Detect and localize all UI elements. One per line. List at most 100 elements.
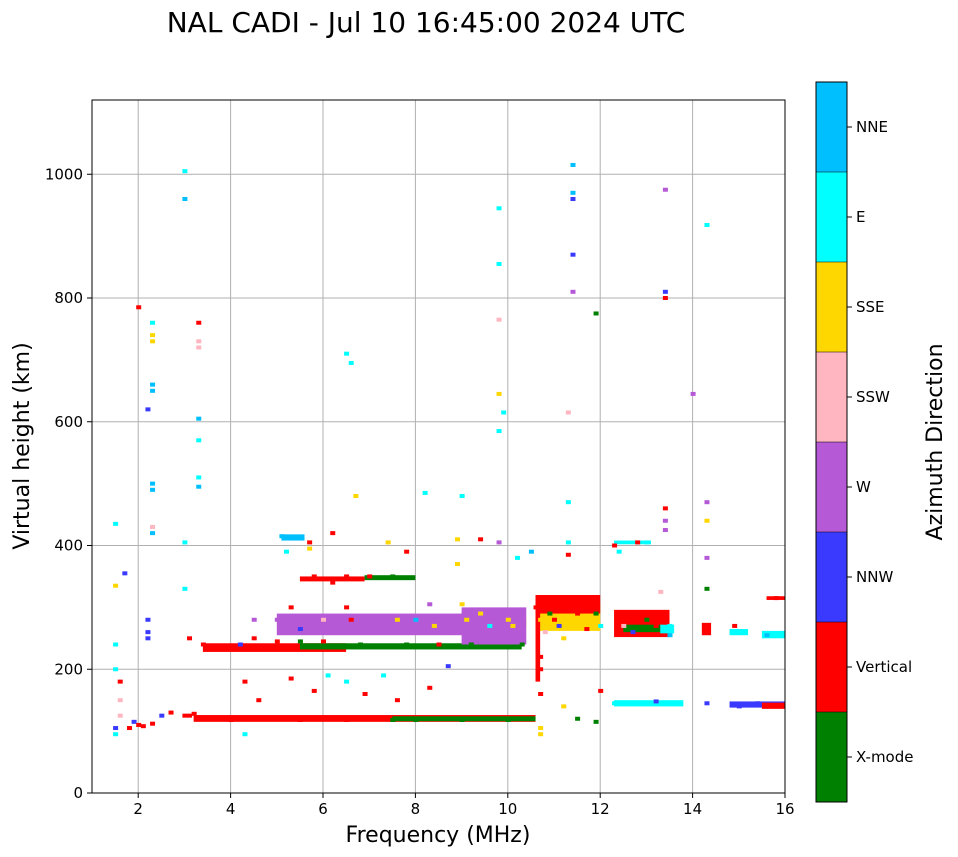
- echo-point: [348, 617, 354, 622]
- echo-point: [381, 673, 387, 678]
- echo-point: [510, 623, 516, 628]
- y-tick-label: 600: [54, 413, 83, 431]
- echo-point: [427, 685, 433, 690]
- echo-point: [330, 580, 336, 585]
- echo-point: [755, 701, 761, 706]
- echo-point: [454, 537, 460, 542]
- echo-point: [321, 639, 326, 644]
- echo-point: [478, 611, 484, 616]
- echo-point: [565, 540, 571, 545]
- echo-point: [621, 614, 627, 619]
- chart-title: NAL CADI - Jul 10 16:45:00 2024 UTC: [167, 6, 686, 39]
- echo-point: [593, 719, 599, 724]
- echo-point: [274, 639, 280, 644]
- echo-point: [288, 676, 294, 681]
- echo-point: [353, 494, 359, 498]
- echo-point: [436, 642, 442, 647]
- echo-point: [150, 320, 156, 325]
- echo-point: [196, 484, 202, 489]
- y-tick-label: 200: [54, 660, 83, 678]
- echo-point: [237, 642, 243, 647]
- echo-point: [196, 345, 202, 350]
- echo-point: [321, 617, 326, 622]
- echo-point: [242, 732, 248, 737]
- echo-point: [690, 391, 696, 396]
- echo-point: [182, 169, 188, 174]
- echo-point: [454, 562, 460, 567]
- echo-point: [196, 320, 202, 325]
- echo-band: [660, 624, 675, 634]
- echo-point: [736, 704, 742, 709]
- echo-point: [662, 506, 668, 511]
- echo-point: [644, 617, 650, 622]
- echo-point: [150, 481, 156, 486]
- colorbar-tick-label: SSW: [856, 388, 890, 406]
- echo-band: [193, 715, 536, 722]
- x-tick-label: 2: [133, 800, 143, 818]
- echo-point: [653, 699, 659, 704]
- echo-point: [136, 722, 142, 727]
- echo-point: [117, 679, 123, 684]
- echo-point: [196, 339, 202, 344]
- colorbar-swatch: [816, 352, 847, 442]
- echo-point: [362, 692, 368, 696]
- echo-point: [145, 407, 151, 412]
- x-tick-label: 10: [498, 800, 517, 818]
- echo-point: [150, 339, 156, 344]
- colorbar-swatch: [816, 82, 847, 172]
- echo-point: [307, 540, 313, 545]
- echo-point: [140, 724, 146, 729]
- echo-point: [464, 617, 470, 622]
- echo-point: [704, 627, 710, 632]
- echo-point: [528, 549, 534, 554]
- echo-band: [299, 643, 522, 650]
- colorbar-swatch: [816, 262, 847, 352]
- colorbar-swatch: [816, 442, 847, 532]
- echo-point: [404, 642, 410, 647]
- echo-point: [501, 410, 507, 415]
- echo-point: [584, 627, 590, 632]
- echo-point: [297, 639, 303, 644]
- echo-point: [496, 206, 502, 211]
- echo-point: [394, 698, 400, 703]
- echo-point: [547, 611, 553, 616]
- echo-point: [662, 528, 668, 533]
- echo-point: [704, 500, 710, 505]
- echo-point: [390, 574, 396, 579]
- echo-point: [704, 701, 710, 706]
- echo-point: [561, 636, 567, 641]
- echo-point: [565, 500, 571, 505]
- echo-point: [150, 388, 156, 393]
- y-tick-label: 400: [54, 537, 83, 555]
- echo-band: [461, 607, 527, 645]
- echo-point: [297, 717, 303, 722]
- echo-point: [390, 717, 396, 722]
- echo-band: [299, 576, 365, 582]
- echo-point: [228, 645, 234, 650]
- echo-point: [593, 611, 599, 616]
- echo-point: [496, 540, 502, 545]
- echo-point: [764, 633, 770, 638]
- echo-point: [704, 586, 710, 591]
- echo-point: [662, 187, 668, 192]
- echo-point: [145, 617, 151, 622]
- echo-point: [394, 617, 400, 622]
- echo-point: [570, 289, 576, 294]
- echo-point: [505, 717, 511, 722]
- echo-point: [297, 627, 303, 632]
- echo-point: [538, 617, 544, 622]
- echo-point: [542, 630, 548, 635]
- colorbar-swatch: [816, 712, 847, 802]
- echo-point: [496, 261, 502, 266]
- x-axis-label: Frequency (MHz): [346, 823, 531, 848]
- echo-point: [182, 713, 188, 718]
- echo-point: [445, 664, 451, 669]
- colorbar-tick-label: NNW: [856, 568, 893, 586]
- echo-point: [344, 351, 350, 356]
- echo-point: [570, 190, 576, 195]
- x-tick-label: 12: [591, 800, 610, 818]
- echo-point: [445, 630, 451, 635]
- echo-point: [126, 726, 132, 731]
- echo-band: [623, 624, 661, 633]
- echo-point: [385, 540, 391, 545]
